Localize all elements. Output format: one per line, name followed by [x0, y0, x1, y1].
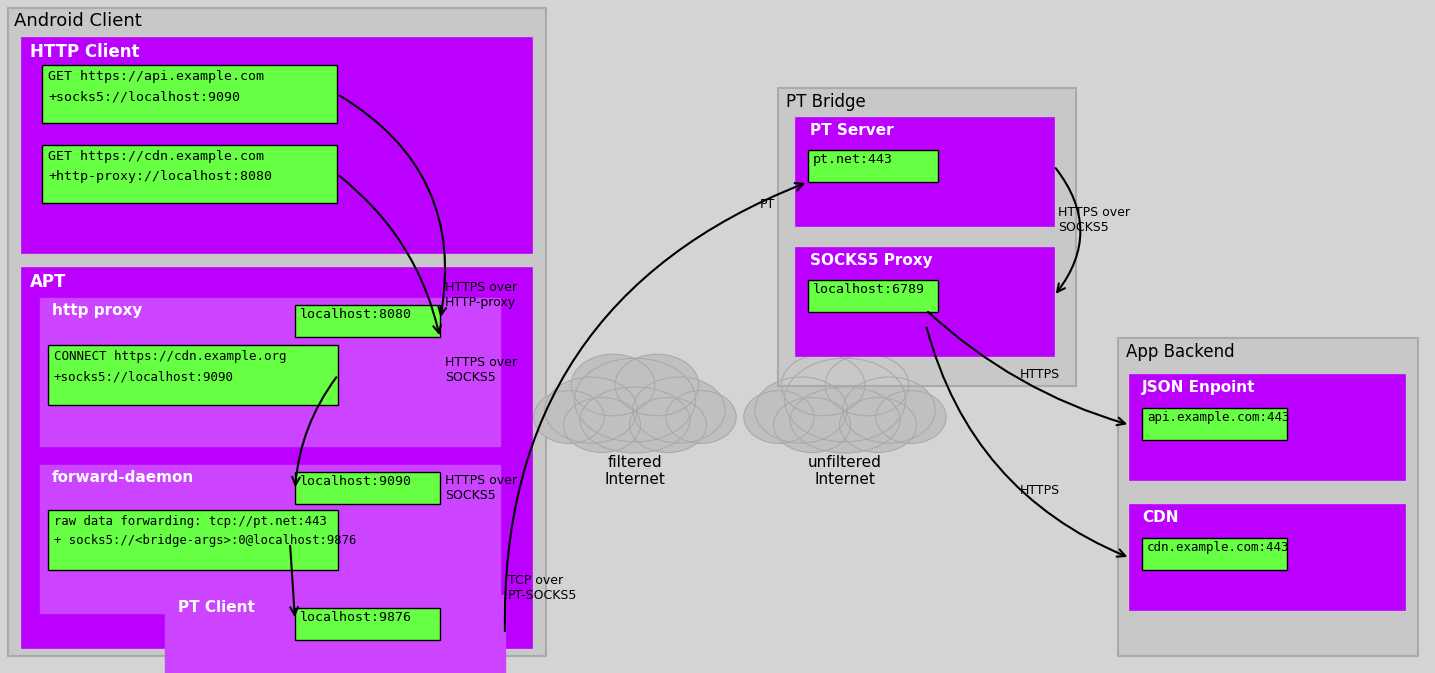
- Bar: [22, 38, 532, 253]
- Text: CONNECT https://cdn.example.org: CONNECT https://cdn.example.org: [55, 350, 287, 363]
- Text: localhost:6789: localhost:6789: [814, 283, 926, 296]
- Text: CDN: CDN: [1142, 510, 1178, 525]
- Text: pt.net:443: pt.net:443: [814, 153, 893, 166]
- Text: +socks5://localhost:9090: +socks5://localhost:9090: [47, 90, 240, 103]
- Ellipse shape: [785, 358, 905, 441]
- Ellipse shape: [839, 398, 917, 452]
- Text: JSON Enpoint: JSON Enpoint: [1142, 380, 1256, 395]
- Bar: [42, 145, 337, 203]
- Bar: [165, 595, 505, 673]
- Ellipse shape: [875, 390, 946, 444]
- Bar: [296, 305, 441, 337]
- Ellipse shape: [666, 390, 736, 444]
- Ellipse shape: [755, 377, 847, 443]
- Ellipse shape: [842, 377, 936, 443]
- Text: unfiltered
Internet: unfiltered Internet: [808, 455, 883, 487]
- Text: localhost:9090: localhost:9090: [300, 475, 412, 488]
- Ellipse shape: [534, 390, 604, 444]
- Text: PT: PT: [759, 199, 775, 211]
- Text: localhost:9876: localhost:9876: [300, 611, 412, 624]
- Bar: [1129, 505, 1405, 610]
- Text: HTTPS over
SOCKS5: HTTPS over SOCKS5: [1058, 206, 1129, 234]
- Ellipse shape: [743, 390, 814, 444]
- Text: HTTPS over
SOCKS5: HTTPS over SOCKS5: [445, 474, 517, 502]
- Text: api.example.com:443: api.example.com:443: [1147, 411, 1290, 424]
- Ellipse shape: [630, 398, 706, 452]
- Text: PT Bridge: PT Bridge: [786, 93, 865, 111]
- Text: HTTP Client: HTTP Client: [30, 43, 139, 61]
- Ellipse shape: [574, 358, 696, 441]
- Text: PT Server: PT Server: [809, 123, 894, 138]
- Ellipse shape: [791, 387, 900, 453]
- Bar: [42, 65, 337, 123]
- Ellipse shape: [545, 377, 637, 443]
- Bar: [796, 118, 1053, 226]
- Ellipse shape: [773, 398, 851, 452]
- Text: HTTPS: HTTPS: [1020, 483, 1060, 497]
- Ellipse shape: [781, 354, 865, 416]
- Text: APT: APT: [30, 273, 66, 291]
- Bar: [47, 510, 339, 570]
- Ellipse shape: [616, 354, 699, 416]
- Ellipse shape: [633, 377, 725, 443]
- Ellipse shape: [571, 354, 654, 416]
- Text: filtered
Internet: filtered Internet: [604, 455, 666, 487]
- Bar: [796, 248, 1053, 356]
- Bar: [40, 465, 499, 613]
- Text: cdn.example.com:443: cdn.example.com:443: [1147, 541, 1290, 554]
- Bar: [808, 150, 938, 182]
- Text: PT Client: PT Client: [178, 600, 255, 615]
- Text: forward-daemon: forward-daemon: [52, 470, 194, 485]
- Bar: [1142, 538, 1287, 570]
- Text: Android Client: Android Client: [14, 12, 142, 30]
- Text: +http-proxy://localhost:8080: +http-proxy://localhost:8080: [47, 170, 273, 183]
- Bar: [9, 8, 545, 656]
- Text: +socks5://localhost:9090: +socks5://localhost:9090: [55, 370, 234, 383]
- Text: SOCKS5 Proxy: SOCKS5 Proxy: [809, 253, 933, 268]
- Text: TCP over
PT-SOCKS5: TCP over PT-SOCKS5: [508, 574, 577, 602]
- Text: localhost:8080: localhost:8080: [300, 308, 412, 321]
- Text: GET https://cdn.example.com: GET https://cdn.example.com: [47, 150, 264, 163]
- Bar: [778, 88, 1076, 386]
- Ellipse shape: [564, 398, 640, 452]
- Bar: [47, 345, 339, 405]
- Bar: [40, 298, 499, 446]
- Text: + socks5://<bridge-args>:0@localhost:9876: + socks5://<bridge-args>:0@localhost:987…: [55, 534, 356, 547]
- Bar: [1129, 375, 1405, 480]
- Text: http proxy: http proxy: [52, 303, 142, 318]
- Bar: [22, 268, 532, 648]
- Ellipse shape: [580, 387, 690, 453]
- Text: HTTPS over
SOCKS5: HTTPS over SOCKS5: [445, 356, 517, 384]
- Text: GET https://api.example.com: GET https://api.example.com: [47, 70, 264, 83]
- Bar: [1142, 408, 1287, 440]
- Text: HTTPS over
HTTP-proxy: HTTPS over HTTP-proxy: [445, 281, 517, 309]
- Text: App Backend: App Backend: [1126, 343, 1234, 361]
- Bar: [296, 472, 441, 504]
- Text: raw data forwarding: tcp://pt.net:443: raw data forwarding: tcp://pt.net:443: [55, 515, 327, 528]
- Bar: [296, 608, 441, 640]
- Text: HTTPS: HTTPS: [1020, 369, 1060, 382]
- Bar: [808, 280, 938, 312]
- Ellipse shape: [825, 354, 908, 416]
- Bar: [1118, 338, 1418, 656]
